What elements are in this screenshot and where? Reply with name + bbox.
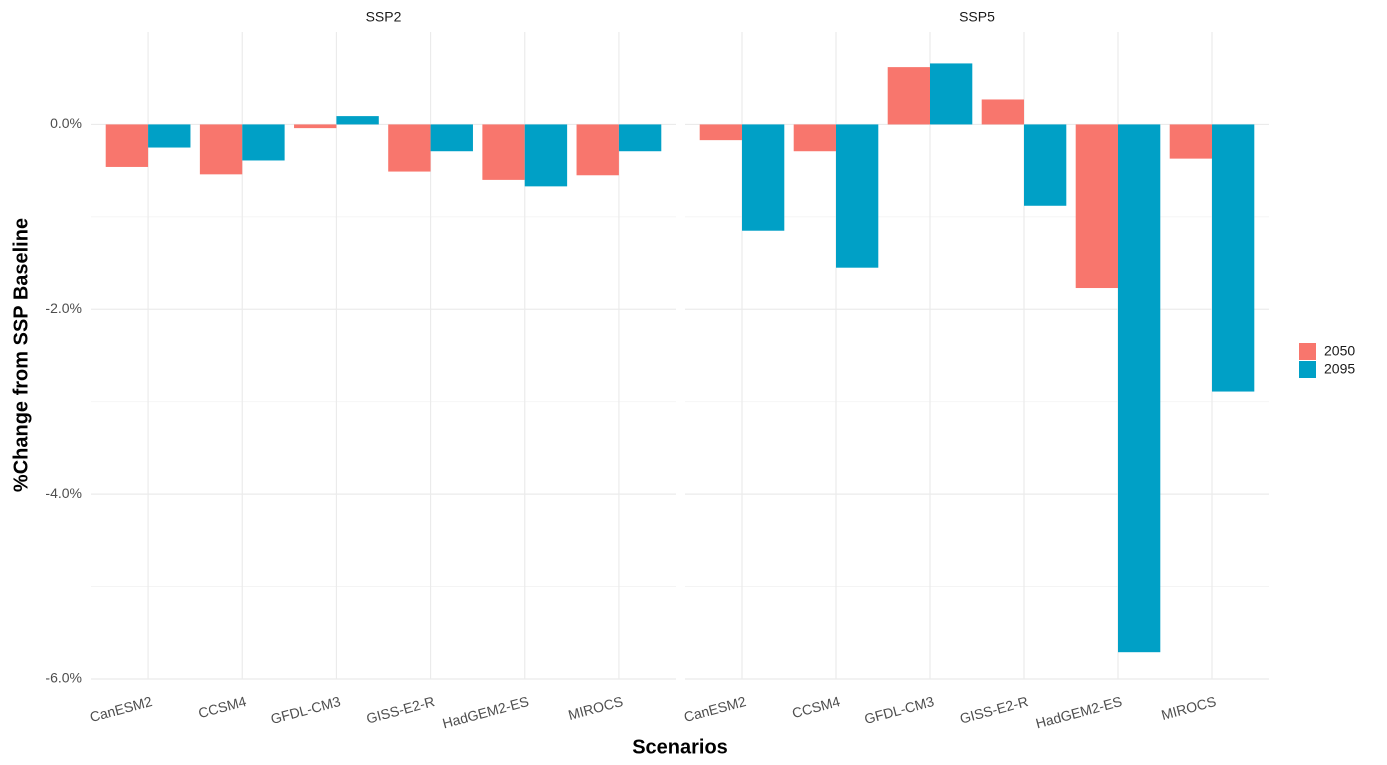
bar bbox=[836, 124, 879, 268]
y-tick-label: 0.0% bbox=[50, 115, 82, 131]
bar bbox=[430, 124, 473, 152]
bar bbox=[294, 124, 337, 129]
bar bbox=[793, 124, 836, 152]
x-tick-label: CCSM4 bbox=[196, 693, 248, 721]
x-axis-label: Scenarios bbox=[632, 736, 728, 758]
x-tick-label: GISS-E2-R bbox=[958, 693, 1030, 727]
legend-label: 2050 bbox=[1324, 343, 1355, 359]
legend-label: 2095 bbox=[1324, 361, 1355, 377]
bar bbox=[576, 124, 619, 176]
bar bbox=[981, 99, 1024, 125]
bar bbox=[336, 116, 379, 125]
x-tick-label: HadGEM2-ES bbox=[1034, 693, 1124, 731]
bar bbox=[618, 124, 662, 152]
bar bbox=[524, 124, 568, 187]
bar bbox=[930, 63, 973, 125]
y-axis-label: %Change from SSP Baseline bbox=[10, 218, 32, 492]
legend-swatch bbox=[1299, 343, 1316, 360]
x-tick-label: HadGEM2-ES bbox=[441, 693, 531, 731]
bar bbox=[242, 124, 285, 161]
bar bbox=[199, 124, 243, 175]
bar bbox=[1075, 124, 1118, 289]
bar bbox=[887, 67, 930, 125]
x-tick-label: CCSM4 bbox=[790, 693, 842, 721]
bar bbox=[1024, 124, 1067, 206]
bar bbox=[1169, 124, 1212, 159]
legend-swatch bbox=[1299, 361, 1316, 378]
bar bbox=[148, 124, 191, 148]
bar bbox=[105, 124, 149, 167]
y-tick-label: -6.0% bbox=[45, 670, 82, 686]
bar bbox=[482, 124, 525, 180]
bar bbox=[742, 124, 785, 231]
x-tick-label: GISS-E2-R bbox=[365, 693, 437, 727]
x-tick-label: MIROCS bbox=[566, 693, 624, 723]
y-tick-label: -2.0% bbox=[45, 300, 82, 316]
bar bbox=[1118, 124, 1161, 653]
x-tick-label: MIROCS bbox=[1160, 693, 1218, 723]
facet-title: SSP5 bbox=[959, 9, 995, 25]
y-tick-label: -4.0% bbox=[45, 485, 82, 501]
x-tick-label: GFDL-CM3 bbox=[862, 693, 935, 727]
bar bbox=[1212, 124, 1255, 392]
x-tick-label: CanESM2 bbox=[682, 693, 748, 725]
x-tick-label: GFDL-CM3 bbox=[269, 693, 342, 727]
bar bbox=[699, 124, 742, 141]
bar bbox=[388, 124, 431, 172]
facet-title: SSP2 bbox=[366, 9, 402, 25]
x-tick-label: CanESM2 bbox=[88, 693, 154, 725]
